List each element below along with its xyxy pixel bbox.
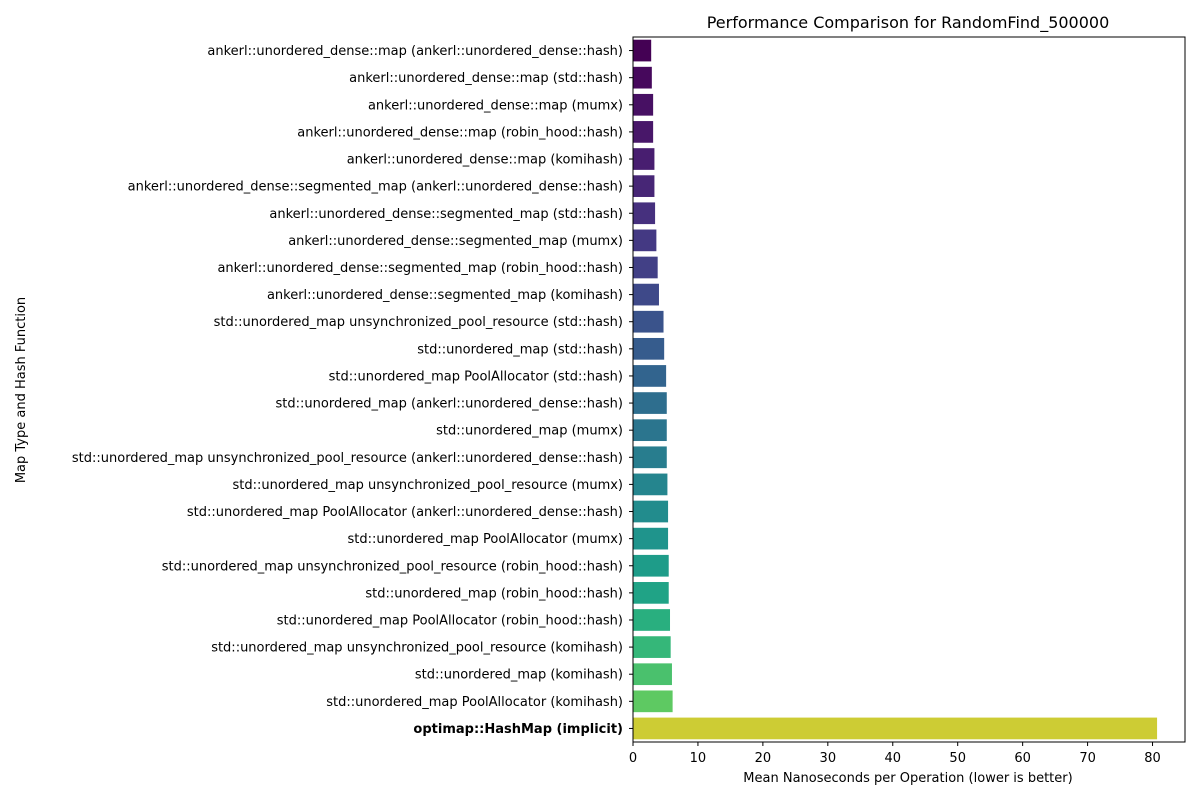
bar [633,256,658,279]
bar [633,229,657,252]
y-tick-label: std::unordered_map PoolAllocator (komiha… [326,695,623,710]
bar [633,93,654,116]
bar [633,310,664,333]
bar [633,636,671,658]
bar [633,527,669,550]
y-tick-label: std::unordered_map unsynchronized_pool_r… [211,641,623,656]
bar [633,39,652,62]
x-tick-label: 50 [949,751,966,766]
bar [633,690,673,713]
bar [633,148,655,170]
bar [633,283,659,306]
bar [633,202,656,225]
bar [633,500,669,523]
bar [633,663,672,686]
bar [633,365,667,387]
y-tick-label: std::unordered_map (komihash) [415,668,623,683]
y-tick-label: std::unordered_map (std::hash) [417,342,623,357]
y-tick-label: ankerl::unordered_dense::segmented_map (… [217,261,623,276]
x-tick-label: 60 [1014,751,1031,766]
bar [633,554,669,577]
bar [633,717,1158,740]
x-axis-label: Mean Nanoseconds per Operation (lower is… [743,771,1072,786]
y-tick-label: ankerl::unordered_dense::map (std::hash) [349,71,623,86]
x-tick-label: 70 [1079,751,1096,766]
y-tick-label: ankerl::unordered_dense::map (mumx) [368,98,623,113]
y-tick-label: ankerl::unordered_dense::segmented_map (… [128,180,623,195]
chart-title: Performance Comparison for RandomFind_50… [707,13,1110,33]
y-tick-label: std::unordered_map unsynchronized_pool_r… [232,478,623,493]
x-tick-label: 30 [820,751,837,766]
y-tick-label: std::unordered_map PoolAllocator (robin_… [277,613,623,628]
y-tick-label: std::unordered_map (ankerl::unordered_de… [276,397,623,412]
y-tick-label: std::unordered_map unsynchronized_pool_r… [72,451,623,466]
bar [633,473,668,496]
bar [633,392,667,414]
bar [633,419,667,442]
x-tick-label: 0 [629,751,637,766]
y-tick-label: std::unordered_map unsynchronized_pool_r… [214,315,623,330]
y-tick-label: optimap::HashMap (implicit) [413,722,623,737]
y-tick-label: ankerl::unordered_dense::segmented_map (… [267,288,623,303]
y-tick-label: ankerl::unordered_dense::map (ankerl::un… [207,44,623,59]
y-tick-label: std::unordered_map unsynchronized_pool_r… [162,559,623,574]
bar [633,175,655,197]
bar [633,582,669,604]
bar [633,121,654,143]
bar [633,337,665,360]
y-tick-label: std::unordered_map PoolAllocator (ankerl… [187,505,623,520]
x-tick-label: 80 [1144,751,1161,766]
y-tick-label: ankerl::unordered_dense::segmented_map (… [269,207,623,222]
y-tick-label: std::unordered_map PoolAllocator (mumx) [347,532,623,547]
y-tick-label: std::unordered_map (mumx) [436,424,623,439]
x-tick-label: 20 [755,751,772,766]
y-tick-label: std::unordered_map (robin_hood::hash) [365,586,623,601]
y-tick-label: ankerl::unordered_dense::segmented_map (… [288,234,623,249]
plot-frame [632,36,1186,743]
x-tick-label: 40 [884,751,901,766]
axes-frame [632,36,1186,743]
bar [633,66,652,89]
bar [633,446,667,469]
x-tick-label: 10 [690,751,707,766]
y-tick-labels: ankerl::unordered_dense::map (ankerl::un… [72,44,633,737]
y-tick-label: ankerl::unordered_dense::map (komihash) [347,153,623,168]
bars-layer [633,39,1158,740]
y-axis-label: Map Type and Hash Function [14,297,29,483]
y-tick-label: ankerl::unordered_dense::map (robin_hood… [297,125,623,140]
x-tick-labels: 0 10 20 30 40 50 60 70 80 [629,742,1161,766]
bar [633,609,671,631]
y-tick-label: std::unordered_map PoolAllocator (std::h… [329,369,623,384]
